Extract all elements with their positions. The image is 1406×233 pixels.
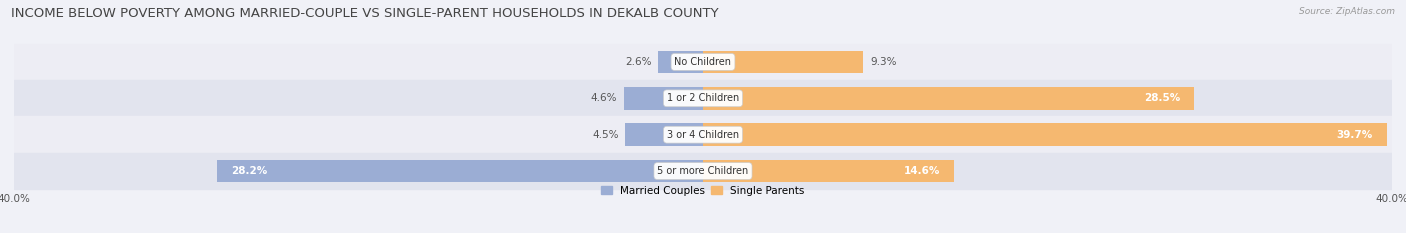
Legend: Married Couples, Single Parents: Married Couples, Single Parents [599,184,807,198]
Text: 5 or more Children: 5 or more Children [658,166,748,176]
Bar [218,160,703,182]
Text: Source: ZipAtlas.com: Source: ZipAtlas.com [1299,7,1395,16]
Bar [703,51,863,73]
Text: 3 or 4 Children: 3 or 4 Children [666,130,740,140]
Text: No Children: No Children [675,57,731,67]
Bar [626,123,703,146]
Bar [703,160,955,182]
Text: 2.6%: 2.6% [624,57,651,67]
Text: 1 or 2 Children: 1 or 2 Children [666,93,740,103]
Text: 4.6%: 4.6% [591,93,617,103]
Text: 14.6%: 14.6% [904,166,941,176]
Text: 28.5%: 28.5% [1144,93,1180,103]
Text: 39.7%: 39.7% [1337,130,1374,140]
Text: 4.5%: 4.5% [592,130,619,140]
Text: 9.3%: 9.3% [870,57,897,67]
Bar [658,51,703,73]
Text: INCOME BELOW POVERTY AMONG MARRIED-COUPLE VS SINGLE-PARENT HOUSEHOLDS IN DEKALB : INCOME BELOW POVERTY AMONG MARRIED-COUPL… [11,7,718,20]
Bar [703,123,1386,146]
Bar [14,116,1392,153]
Bar [14,44,1392,80]
Text: 28.2%: 28.2% [231,166,267,176]
Bar [624,87,703,110]
Bar [14,80,1392,116]
Bar [703,87,1194,110]
Bar [14,153,1392,189]
